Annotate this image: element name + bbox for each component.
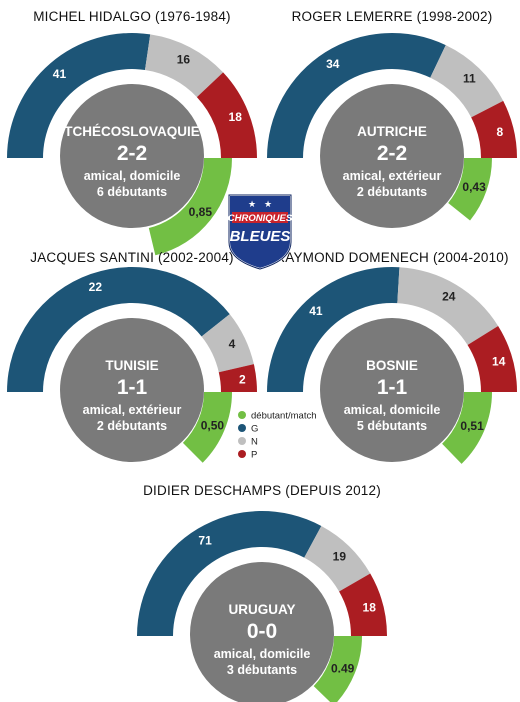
segment-G bbox=[267, 267, 400, 392]
segment-debutants bbox=[148, 158, 232, 256]
debutants-count-label: 5 débutants bbox=[357, 419, 427, 433]
segment-label-N: 19 bbox=[333, 549, 347, 563]
segment-label-P: 18 bbox=[363, 600, 377, 614]
segment-label-debutants: 0,51 bbox=[460, 419, 484, 433]
legend-swatch-debutants bbox=[238, 411, 246, 419]
chart-lemerre: ROGER LEMERRE (1998-2002) 34 11 8 0,43 AUTR… bbox=[267, 9, 517, 228]
segment-label-G: 41 bbox=[309, 304, 323, 318]
chart-title: MICHEL HIDALGO (1976-1984) bbox=[33, 9, 231, 24]
match-type-label: amical, domicile bbox=[344, 403, 441, 417]
chart-hidalgo: MICHEL HIDALGO (1976-1984) 41 16 18 0,85 TC… bbox=[7, 9, 257, 256]
chart-title: RAYMOND DOMENECH (2004-2010) bbox=[275, 250, 508, 265]
segment-label-G: 41 bbox=[53, 67, 67, 81]
legend-label-N: N bbox=[251, 437, 258, 448]
center-disc bbox=[320, 84, 464, 228]
star-icon: ★ bbox=[264, 200, 272, 210]
segment-G bbox=[7, 32, 151, 158]
segment-label-debutants: 0,85 bbox=[189, 205, 213, 219]
center-disc bbox=[320, 318, 464, 462]
segment-N bbox=[397, 267, 499, 345]
segment-label-N: 4 bbox=[229, 337, 236, 351]
center-disc bbox=[190, 562, 334, 702]
debutants-count-label: 3 débutants bbox=[227, 663, 297, 677]
chart-title: JACQUES SANTINI (2002-2004) bbox=[30, 250, 233, 265]
debutants-count-label: 2 débutants bbox=[357, 185, 427, 199]
segment-P bbox=[467, 325, 517, 392]
segment-label-debutants: 0,50 bbox=[201, 418, 225, 432]
segment-label-N: 24 bbox=[442, 290, 456, 304]
segment-P bbox=[196, 72, 257, 158]
score-label: 1-1 bbox=[377, 376, 408, 399]
segment-label-P: 14 bbox=[492, 354, 506, 368]
legend-swatch-P bbox=[238, 450, 246, 458]
match-type-label: amical, domicile bbox=[84, 169, 181, 183]
segment-G bbox=[267, 33, 446, 159]
segment-debutants bbox=[182, 392, 232, 463]
segment-label-P: 18 bbox=[229, 110, 243, 124]
segment-P bbox=[218, 364, 257, 392]
score-label: 2-2 bbox=[117, 142, 147, 165]
score-label: 2-2 bbox=[377, 142, 407, 165]
segment-label-debutants: 0.49 bbox=[331, 662, 355, 676]
debutants-count-label: 2 débutants bbox=[97, 419, 167, 433]
segment-label-debutants: 0,43 bbox=[462, 180, 486, 194]
segment-label-P: 2 bbox=[239, 373, 246, 387]
logo-band bbox=[232, 212, 288, 223]
segment-G bbox=[137, 511, 322, 636]
debutants-count-label: 6 débutants bbox=[97, 185, 167, 199]
chart-title: DIDIER DESCHAMPS (DEPUIS 2012) bbox=[143, 483, 381, 498]
opponent-label: BOSNIE bbox=[366, 358, 418, 373]
score-label: 1-1 bbox=[117, 376, 148, 399]
logo-shield-outline bbox=[228, 194, 292, 270]
legend: débutant/match G N P bbox=[238, 411, 317, 461]
chart-deschamps: DIDIER DESCHAMPS (DEPUIS 2012) 71 19 18 0.4… bbox=[137, 483, 387, 702]
legend-swatch-G bbox=[238, 424, 246, 432]
segment-G bbox=[7, 266, 230, 392]
segment-label-G: 22 bbox=[89, 280, 103, 294]
segment-P bbox=[339, 573, 387, 636]
segment-label-N: 11 bbox=[463, 71, 476, 85]
match-type-label: amical, domicile bbox=[214, 647, 311, 661]
segment-debutants bbox=[313, 636, 362, 702]
opponent-label: AUTRICHE bbox=[357, 124, 427, 139]
segment-debutants bbox=[448, 158, 492, 221]
logo-text-line2: BLEUES bbox=[230, 228, 291, 245]
opponent-label: TUNISIE bbox=[105, 358, 158, 373]
star-icon: ★ bbox=[248, 200, 256, 210]
segment-label-G: 34 bbox=[326, 57, 340, 71]
segment-label-N: 16 bbox=[177, 53, 191, 67]
legend-label-P: P bbox=[251, 450, 257, 461]
chart-santini: JACQUES SANTINI (2002-2004) 22 4 2 0,50 TUN… bbox=[7, 250, 257, 463]
chroniques-bleues-logo: ★ ★ CHRONIQUES BLEUES bbox=[228, 194, 293, 271]
segment-label-P: 8 bbox=[497, 125, 504, 139]
legend-swatch-N bbox=[238, 437, 246, 445]
logo-text-line1: CHRONIQUES bbox=[228, 213, 293, 224]
segment-N bbox=[145, 34, 224, 98]
center-disc bbox=[60, 84, 204, 228]
score-label: 0-0 bbox=[247, 620, 277, 643]
center-disc bbox=[60, 318, 204, 462]
legend-label-G: G bbox=[251, 424, 258, 435]
match-type-label: amical, extérieur bbox=[343, 169, 442, 183]
opponent-label: URUGUAY bbox=[228, 602, 295, 617]
segment-debutants bbox=[442, 392, 492, 464]
legend-label-debutants: débutant/match bbox=[251, 411, 317, 422]
chart-title: ROGER LEMERRE (1998-2002) bbox=[292, 9, 493, 24]
segment-label-G: 71 bbox=[198, 534, 212, 548]
segment-N bbox=[430, 45, 504, 118]
segment-N bbox=[201, 314, 254, 373]
match-type-label: amical, extérieur bbox=[83, 403, 182, 417]
chart-domenech: RAYMOND DOMENECH (2004-2010) 4124140,51 … bbox=[267, 250, 517, 464]
segment-P bbox=[471, 100, 517, 158]
segment-N bbox=[304, 525, 371, 592]
opponent-label: TCHÉCOSLOVAQUIE bbox=[64, 124, 200, 139]
